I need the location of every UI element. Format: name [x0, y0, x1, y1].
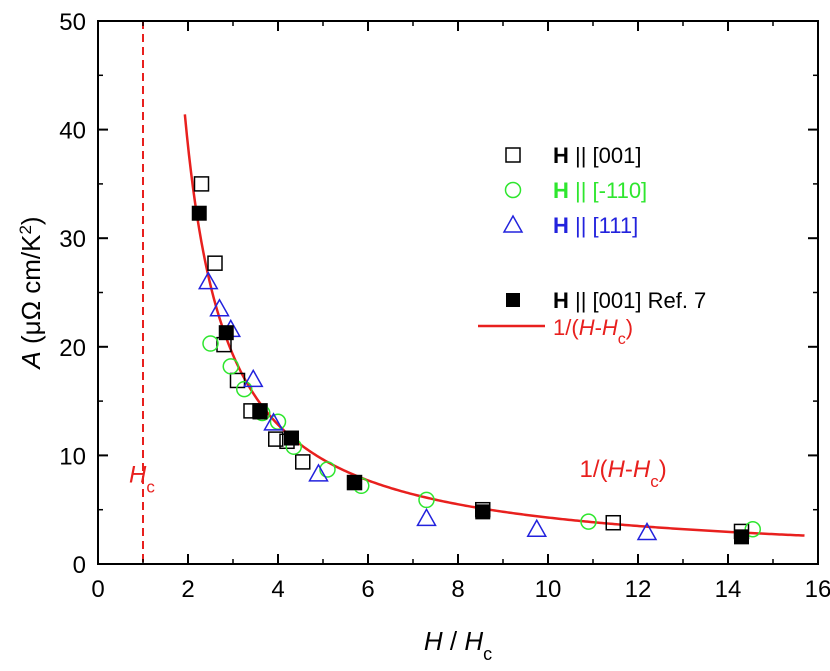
data-point	[284, 430, 299, 446]
x-tick-label: 4	[271, 576, 284, 603]
legend-label-110-bold: H	[553, 178, 569, 203]
fit-annotation-post: )	[659, 456, 667, 483]
data-point	[744, 520, 761, 538]
y-tick-label: 50	[59, 9, 86, 36]
legend-fit-pre: 1/(	[553, 315, 579, 340]
legend-item-fit: 1/(H-Hc)	[478, 315, 633, 348]
x-axis-label-sep: /	[443, 626, 465, 656]
legend-fit-sub: c	[618, 331, 626, 348]
legend-label-110: H || [-110]	[553, 178, 647, 203]
legend-fit-h2: H	[602, 315, 618, 340]
data-point	[475, 504, 491, 520]
hc-label-main: H	[129, 462, 147, 489]
legend-label-fit: 1/(H-Hc)	[553, 315, 633, 348]
y-tick-label: 0	[73, 552, 86, 579]
legend-label-001-rest: || [001]	[569, 143, 642, 168]
y-tick-label: 20	[59, 335, 86, 362]
data-point	[605, 514, 621, 531]
legend-label-ref7: H || [001] Ref. 7	[553, 288, 706, 313]
legend-marker-open-square	[505, 147, 521, 163]
fit-annotation-sub: c	[650, 472, 659, 491]
data-point	[193, 176, 210, 192]
legend-item-001: H || [001]	[505, 143, 641, 168]
data-point	[218, 325, 234, 341]
x-tick-label: 6	[361, 576, 374, 603]
fit-annotation-h2: H	[633, 456, 651, 483]
data-point	[236, 380, 253, 398]
data-point	[268, 431, 284, 447]
legend-item-ref7: H || [001] Ref. 7	[506, 288, 706, 313]
series-3	[191, 205, 749, 545]
data-point	[319, 461, 336, 478]
x-axis-label-sym: H	[464, 626, 483, 656]
y-axis-label-units-sup: 2	[16, 225, 35, 234]
legend-item-111: H || [111]	[502, 213, 638, 238]
fit-annotation-minus: -	[625, 456, 633, 483]
x-tick-label: 2	[181, 576, 194, 603]
data-point	[416, 507, 437, 527]
data-point	[418, 491, 435, 509]
x-tick-label: 8	[451, 576, 464, 603]
x-tick-label: 12	[625, 576, 652, 603]
y-axis-label-units-pre: (μΩ cm/K	[16, 234, 46, 351]
data-point	[263, 412, 284, 431]
data-point	[308, 463, 329, 482]
legend-label-110-rest: || [-110]	[569, 178, 647, 203]
legend: H || [001] H || [-110] H || [111] H || […	[478, 143, 706, 348]
legend-marker-open-triangle	[502, 214, 524, 233]
axis-ticks: 0 2 4 6 8 10 12 14 16 0 10 20 30 40 50	[59, 9, 830, 603]
y-axis-label-units-post: )	[16, 216, 46, 225]
y-axis-label-main: A	[16, 351, 46, 370]
legend-fit-minus: -	[595, 315, 602, 340]
data-series-group	[191, 176, 761, 545]
x-tick-label: 14	[715, 576, 742, 603]
data-point	[209, 298, 230, 317]
data-point	[252, 404, 268, 420]
legend-marker-filled-square	[506, 293, 520, 307]
legend-label-111: H || [111]	[553, 213, 638, 238]
fit-annotation-pre: 1/(	[580, 456, 608, 483]
legend-label-001: H || [001]	[553, 143, 641, 168]
legend-fit-h1: H	[579, 315, 595, 340]
data-point	[295, 454, 311, 470]
data-point	[207, 255, 223, 271]
x-tick-label: 10	[535, 576, 562, 603]
data-point	[347, 475, 362, 491]
x-axis-label-main: H	[424, 626, 443, 656]
data-point	[734, 529, 749, 545]
legend-label-111-rest: || [111]	[569, 213, 638, 238]
legend-fit-post: )	[626, 315, 633, 340]
data-point	[202, 335, 219, 352]
x-axis-label: H / Hc	[424, 626, 492, 664]
hc-label: Hc	[129, 462, 155, 497]
y-axis-label: A (μΩ cm/K2)	[16, 216, 47, 370]
y-tick-label: 30	[59, 226, 86, 253]
data-point	[526, 518, 548, 537]
legend-label-ref7-bold: H	[553, 288, 569, 313]
data-point	[222, 358, 239, 375]
data-point	[242, 368, 264, 388]
data-point	[636, 521, 658, 541]
fit-annotation-h1: H	[608, 456, 626, 483]
y-tick-label: 10	[59, 443, 86, 470]
legend-label-111-bold: H	[553, 213, 569, 238]
hc-label-sub: c	[146, 477, 155, 496]
fit-annotation: 1/(H-Hc)	[580, 456, 667, 491]
data-point	[191, 205, 207, 221]
data-point	[197, 271, 219, 290]
x-axis-label-sub: c	[483, 644, 492, 664]
x-tick-label: 16	[805, 576, 830, 603]
legend-label-001-bold: H	[553, 143, 569, 168]
x-tick-label: 0	[91, 576, 104, 603]
legend-item-110: H || [-110]	[504, 178, 647, 203]
y-tick-label: 40	[59, 118, 86, 145]
data-point	[580, 513, 597, 530]
series-2	[197, 271, 658, 541]
legend-label-ref7-rest: || [001] Ref. 7	[569, 288, 706, 313]
legend-marker-open-circle	[504, 181, 522, 199]
